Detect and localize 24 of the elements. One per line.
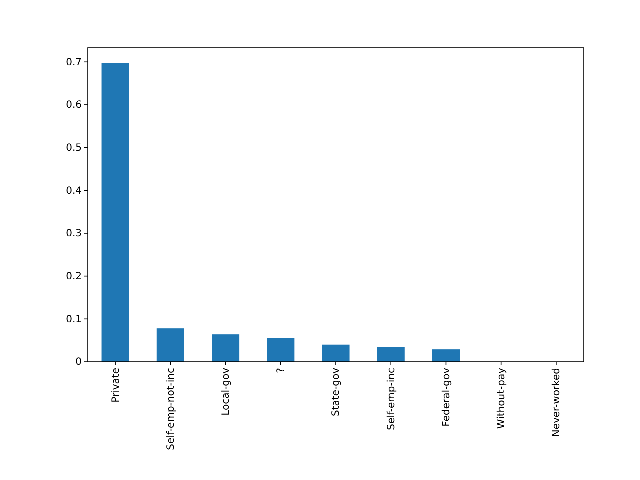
x-tick-label: Federal-gov bbox=[441, 368, 452, 427]
y-tick-label: 0.4 bbox=[66, 186, 82, 197]
y-tick-label: 0.6 bbox=[66, 100, 82, 112]
y-tick-label: 0 bbox=[76, 357, 82, 368]
x-tick-label: Local-gov bbox=[220, 368, 232, 416]
x-tick-label: Without-pay bbox=[496, 368, 508, 430]
x-tick-label: Private bbox=[110, 368, 122, 403]
y-tick-label: 0.1 bbox=[66, 314, 82, 326]
x-tick-label: ? bbox=[276, 368, 288, 374]
y-tick-label: 0.3 bbox=[66, 228, 82, 240]
bar bbox=[156, 328, 184, 362]
x-tick-label: Never-worked bbox=[552, 368, 563, 438]
bar bbox=[322, 344, 350, 362]
bar bbox=[377, 347, 405, 362]
y-tick-label: 0.2 bbox=[66, 272, 82, 283]
bar bbox=[102, 63, 130, 362]
y-tick-label: 0.5 bbox=[66, 143, 82, 154]
x-tick-label: State-gov bbox=[331, 368, 342, 416]
bar bbox=[432, 350, 460, 362]
y-tick-label: 0.7 bbox=[66, 57, 82, 68]
x-tick-label: Self-emp-inc bbox=[386, 368, 398, 430]
bar bbox=[212, 334, 240, 362]
bar bbox=[267, 338, 295, 362]
x-tick-label: Self-emp-not-inc bbox=[166, 368, 177, 450]
